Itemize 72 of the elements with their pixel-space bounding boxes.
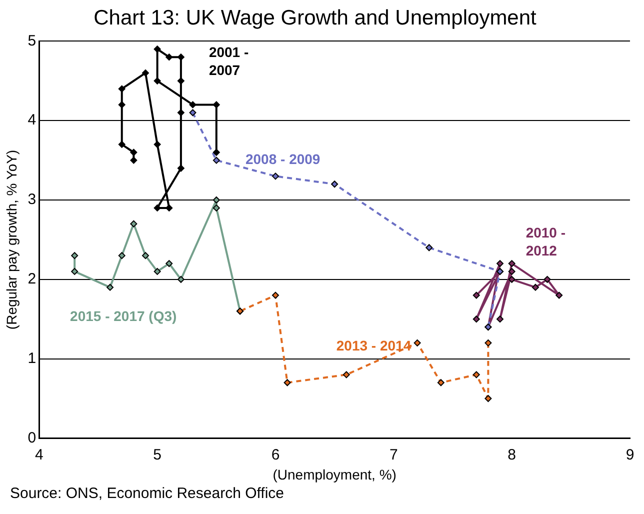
- point: [496, 260, 504, 268]
- point: [142, 69, 149, 76]
- point: [189, 109, 196, 116]
- point: [272, 172, 279, 180]
- point: [154, 204, 161, 212]
- point: [508, 276, 516, 283]
- point: [472, 371, 480, 378]
- point: [496, 316, 504, 323]
- x-tick-label: 8: [508, 446, 516, 464]
- point: [212, 101, 220, 108]
- point: [472, 316, 480, 323]
- point: [472, 292, 480, 299]
- point: [166, 260, 173, 268]
- point: [212, 148, 220, 156]
- point: [484, 395, 492, 402]
- point: [532, 284, 539, 291]
- x-tick-label: 6: [271, 446, 280, 464]
- point: [71, 268, 78, 275]
- point: [177, 77, 184, 84]
- point: [177, 276, 184, 283]
- point: [212, 204, 220, 212]
- point: [154, 268, 161, 275]
- point: [212, 156, 220, 164]
- point: [154, 77, 161, 84]
- point: [342, 371, 350, 378]
- y-tick-label: 3: [28, 191, 36, 208]
- point: [130, 148, 138, 156]
- point: [166, 54, 173, 61]
- point: [212, 196, 220, 204]
- point: [414, 339, 421, 346]
- point: [118, 252, 126, 260]
- y-tick-label: 1: [28, 350, 36, 367]
- point: [71, 252, 78, 260]
- point: [556, 292, 563, 299]
- x-tick-label: 9: [626, 446, 634, 464]
- point: [437, 379, 444, 386]
- chart-title: Chart 13: UK Wage Growth and Unemployment: [94, 6, 537, 30]
- point: [331, 180, 338, 188]
- point: [130, 156, 138, 164]
- x-tick-label: 5: [153, 446, 162, 464]
- y-tick-label: 4: [28, 112, 36, 129]
- y-tick-label: 0: [28, 429, 36, 446]
- point: [189, 101, 196, 108]
- series-label: 2015 - 2017 (Q3): [70, 308, 177, 324]
- point: [177, 54, 184, 61]
- y-tick-label: 5: [28, 32, 36, 50]
- point: [118, 101, 126, 108]
- x-tick-label: 7: [389, 446, 398, 464]
- point: [130, 220, 138, 228]
- y-tick-label: 2: [28, 270, 36, 288]
- point: [284, 379, 291, 386]
- point: [484, 339, 492, 346]
- point: [118, 140, 126, 148]
- series-label: 2010 - 2012: [526, 224, 566, 258]
- x-axis-title: (Unemployment, %): [272, 466, 396, 482]
- point: [544, 276, 551, 283]
- point: [142, 252, 149, 260]
- series-label: 2008 - 2009: [245, 151, 320, 168]
- point: [154, 140, 161, 148]
- source-note: Source: ONS, Economic Research Office: [10, 484, 285, 504]
- point: [508, 260, 516, 268]
- point: [118, 85, 126, 92]
- point: [106, 284, 114, 291]
- point: [177, 164, 184, 172]
- point: [508, 268, 516, 275]
- point: [166, 204, 173, 212]
- y-axis-title: (Regular pay growth, % YoY): [3, 150, 20, 330]
- point: [426, 244, 433, 252]
- point: [272, 292, 279, 299]
- point: [177, 109, 184, 116]
- series-label: 2001 - 2007: [208, 44, 249, 78]
- point: [154, 46, 161, 53]
